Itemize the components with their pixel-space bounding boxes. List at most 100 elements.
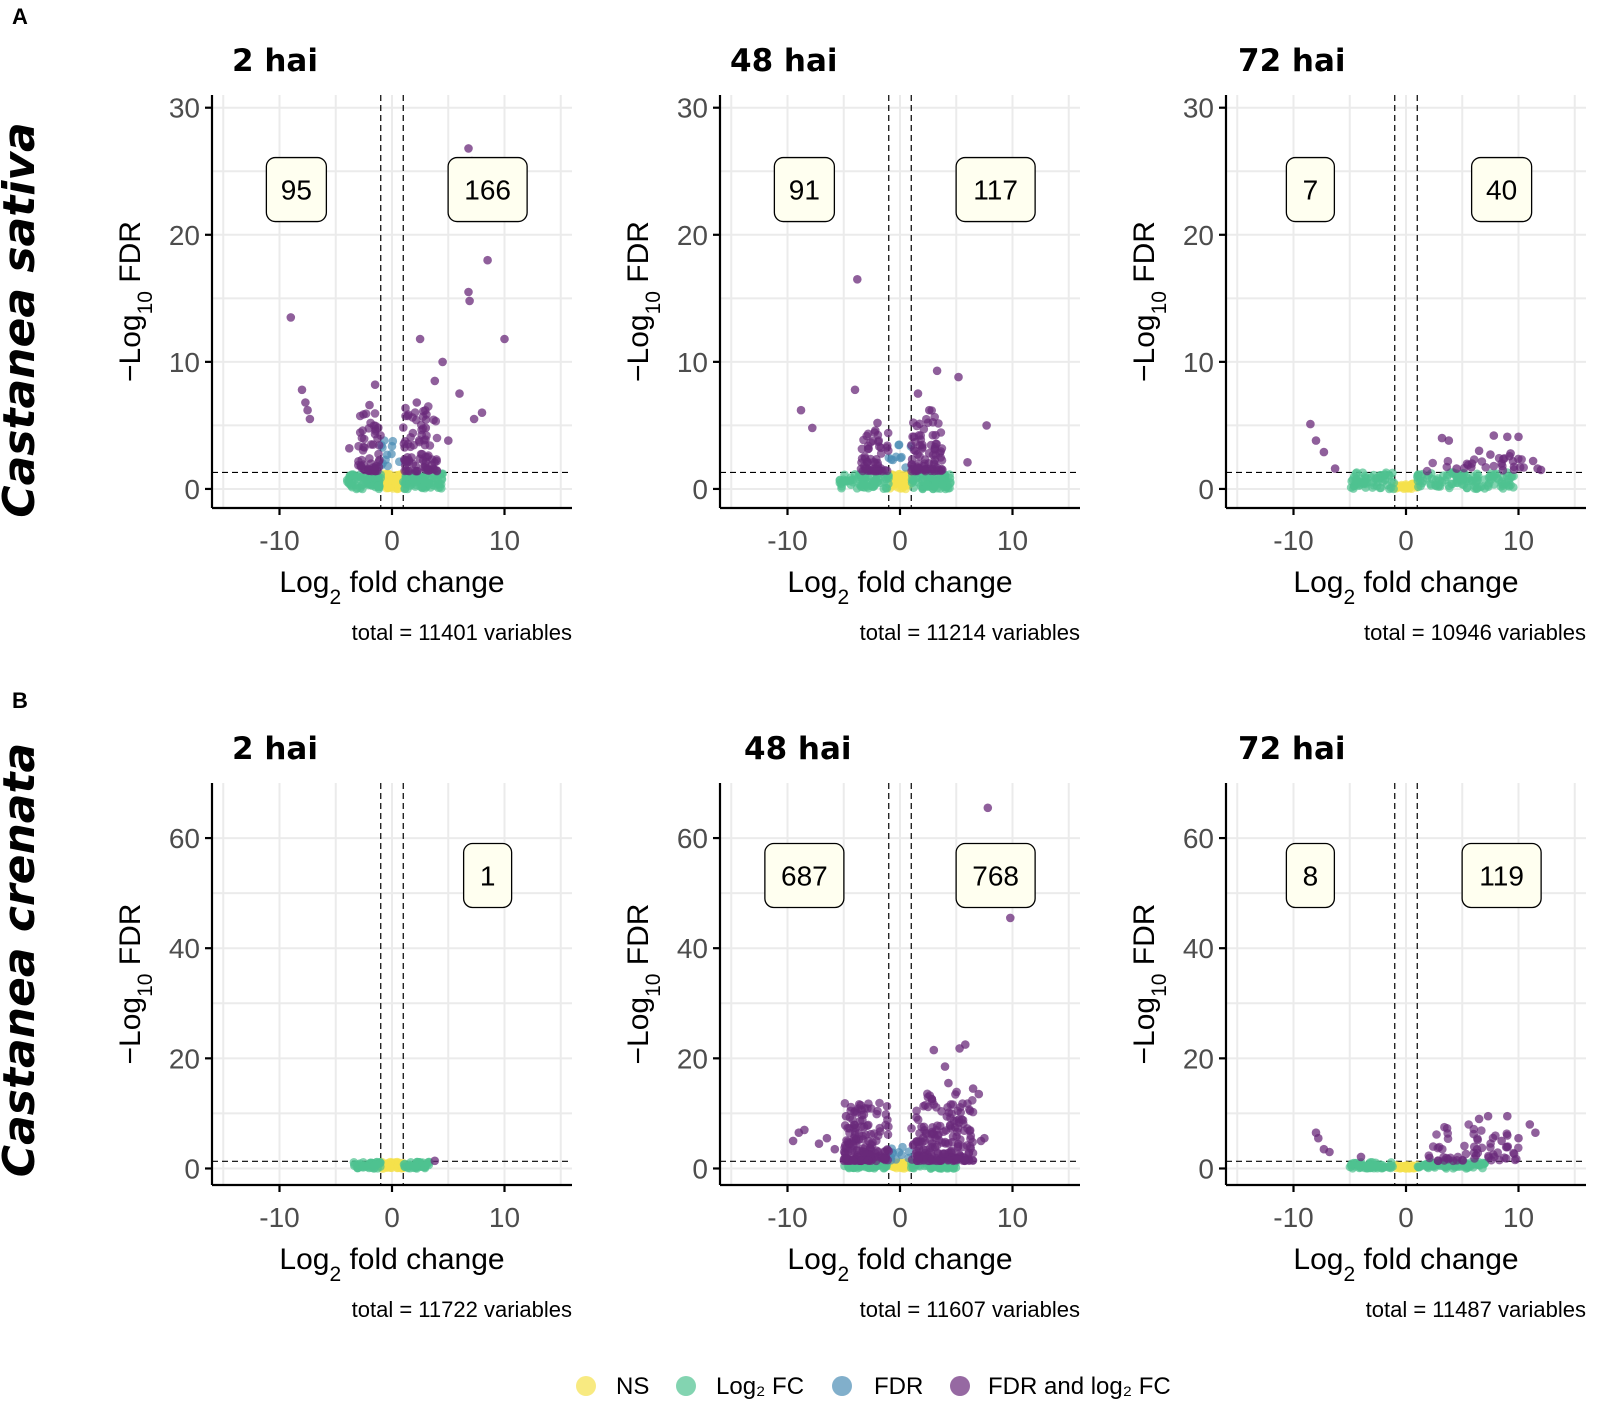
point-both (841, 1111, 851, 1121)
point-both (1314, 1133, 1323, 1143)
point-both (438, 357, 447, 367)
point-both (958, 1115, 968, 1125)
point-fc (1476, 482, 1485, 492)
point-both (413, 466, 422, 476)
point-fdr (904, 1147, 914, 1156)
point-fdr (382, 450, 392, 460)
point-both (965, 1106, 975, 1116)
point-both (1433, 1156, 1443, 1166)
point-both (953, 1127, 962, 1137)
y-tick-label: 0 (1198, 1153, 1214, 1184)
point-both (1486, 1143, 1495, 1152)
point-both (968, 1084, 978, 1093)
point-both (1495, 1155, 1504, 1165)
legend-label-fdr: FDR (874, 1373, 923, 1400)
point-both (935, 448, 945, 458)
point-fc (1486, 475, 1496, 484)
y-tick-label: 20 (1183, 220, 1214, 251)
point-both (924, 448, 934, 458)
up-regulated-count-box (447, 156, 528, 223)
point-fc (917, 476, 927, 486)
point-both (918, 1137, 927, 1147)
point-both (908, 432, 917, 442)
point-both (432, 466, 442, 476)
point-both (1467, 463, 1476, 472)
point-both (907, 1124, 916, 1133)
point-fc (420, 477, 429, 487)
point-both (788, 1136, 798, 1146)
point-both (912, 1106, 921, 1116)
point-both (883, 428, 893, 438)
point-both (1452, 464, 1461, 473)
point-fc (938, 480, 947, 489)
down-regulated-count: 8 (1285, 842, 1336, 909)
legend-label-ns: NS (616, 1373, 649, 1400)
point-fc (1360, 478, 1370, 488)
point-both (406, 442, 415, 452)
point-fc (358, 480, 367, 490)
volcano-panel: 2 hai 0 10 20 30 -10 0 10 Log2 fold change −Log10… (114, 43, 572, 645)
legend-swatch-fdr-and-log2fc (950, 1376, 970, 1396)
points (796, 275, 991, 494)
point-both (359, 410, 368, 419)
down-regulated-count-box (265, 156, 328, 223)
point-both (842, 1136, 851, 1145)
point-both (1428, 458, 1437, 468)
x-axis-title: Log2 fold change (787, 1243, 1012, 1286)
point-both (956, 1135, 965, 1144)
point-fc (839, 475, 848, 485)
point-both (844, 1147, 853, 1156)
point-fc (373, 482, 383, 491)
point-both (915, 452, 924, 461)
total-caption: total = 11401 variables (352, 620, 572, 645)
point-both (1422, 466, 1432, 476)
point-both (414, 436, 424, 445)
y-tick-label: 40 (677, 933, 708, 964)
point-both (875, 1098, 884, 1108)
x-tick-label: 0 (892, 525, 908, 556)
point-both (400, 456, 410, 465)
y-tick-label: 60 (1183, 823, 1214, 854)
point-both (469, 414, 479, 424)
point-fc (350, 1161, 359, 1170)
point-both (1477, 1126, 1486, 1135)
y-tick-label: 0 (1198, 474, 1214, 505)
x-tick-label: 0 (1398, 525, 1414, 556)
up-regulated-count-value: 166 (464, 175, 511, 206)
row-a-letter: A (12, 4, 28, 29)
point-both (855, 1116, 865, 1126)
point-fc (1426, 479, 1435, 489)
point-both (946, 1124, 956, 1133)
point-both (415, 334, 425, 344)
point-both (944, 1155, 953, 1164)
point-fc (1433, 482, 1443, 491)
row-b-letter: B (12, 688, 28, 713)
point-both (1461, 1149, 1471, 1159)
point-both (822, 1133, 832, 1143)
point-both (429, 415, 438, 425)
point-both (959, 1142, 968, 1152)
volcano-panel: 48 hai 0 10 20 30 -10 0 10 Log2 fold change −Log1… (622, 43, 1080, 645)
point-both (1325, 1147, 1334, 1157)
point-both (850, 385, 860, 395)
point-both (1508, 457, 1518, 466)
point-both (963, 1124, 972, 1133)
point-both (859, 435, 868, 445)
point-both (951, 1090, 960, 1099)
point-both (913, 1154, 923, 1164)
point-both (421, 457, 431, 467)
point-fc (1452, 472, 1461, 482)
point-both (370, 380, 380, 390)
point-both (929, 1045, 939, 1055)
x-axis-title: Log2 fold change (787, 566, 1012, 609)
point-both (365, 400, 374, 410)
points (1311, 1111, 1540, 1173)
down-regulated-count-value: 687 (781, 861, 828, 892)
point-both (1428, 1142, 1438, 1151)
point-fc (418, 1158, 427, 1167)
legend-swatch-ns (576, 1376, 596, 1396)
point-both (1512, 1154, 1521, 1164)
point-both (872, 1156, 881, 1166)
point-both (848, 1156, 858, 1165)
